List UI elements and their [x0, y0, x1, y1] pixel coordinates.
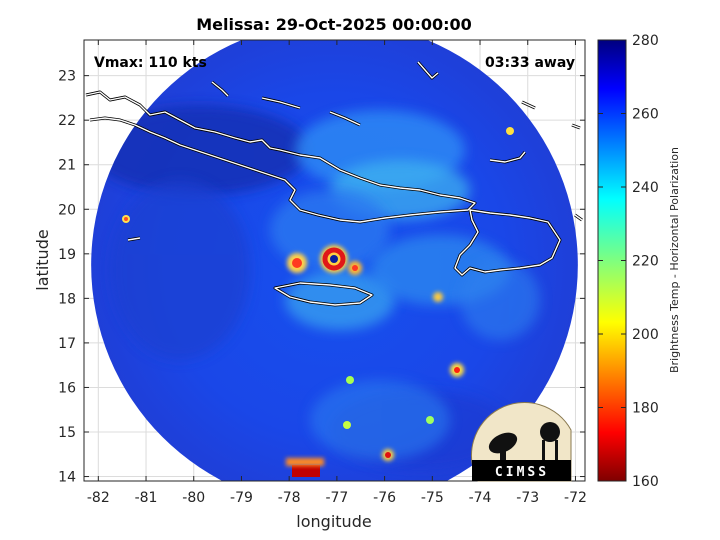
x-tick-label: -79: [230, 490, 253, 506]
rain-cell: [385, 452, 391, 458]
colorbar-tick-label: 220: [632, 254, 659, 270]
x-tick-label: -82: [87, 490, 110, 506]
x-axis-label: longitude: [296, 512, 371, 531]
logo-text: CIMSS: [495, 465, 549, 480]
y-tick-label: 17: [58, 336, 76, 352]
colorbar-tick-label: 160: [632, 474, 659, 490]
colorbar-ticks: 160 180 200 220 240 260 280: [598, 33, 659, 490]
y-tick-label: 20: [58, 202, 76, 218]
rain-cell: [346, 376, 354, 384]
axes-frame: [83, 39, 586, 482]
x-tick-label: -73: [516, 490, 539, 506]
x-tick-label: -81: [135, 490, 158, 506]
y-axis-label: latitude: [33, 229, 52, 290]
rain-cell: [124, 217, 128, 221]
rain-cell: [426, 416, 434, 424]
cloud-band: [460, 260, 540, 340]
colorbar-tick-label: 280: [632, 33, 659, 49]
x-tick-label: -75: [421, 490, 444, 506]
swath-image: [85, 40, 583, 481]
vmax-label: Vmax: 110 kts: [94, 55, 207, 71]
water-tower-icon: [540, 422, 560, 442]
y-tick-label: 18: [58, 291, 76, 307]
colorbar-tick-label: 200: [632, 327, 659, 343]
colorbar-tick-label: 260: [632, 107, 659, 123]
x-tick-label: -74: [469, 490, 492, 506]
rain-cell: [433, 292, 443, 302]
y-tick-label: 21: [58, 158, 76, 174]
dark-zone: [110, 180, 250, 360]
x-tick-label: -77: [325, 490, 348, 506]
y-axis: 14 15 16 17 18 19 20 21 22 23: [58, 69, 585, 486]
eyewall: [322, 247, 346, 271]
x-tick-label: -72: [564, 490, 587, 506]
colorbar-tick-label: 180: [632, 401, 659, 417]
dark-zone: [91, 105, 310, 195]
y-tick-label: 22: [58, 113, 76, 129]
rain-cell: [292, 465, 320, 477]
storm-eye: [330, 255, 338, 263]
rain-cell: [343, 421, 351, 429]
x-tick-label: -76: [373, 490, 396, 506]
colorbar-label: Brightness Temp - Horizontal Polarizatio…: [668, 147, 681, 373]
x-axis: -82 -81 -80 -79 -78 -77 -76 -75 -74 -73 -72: [87, 40, 587, 506]
time-offset-label: 03:33 away: [485, 55, 575, 71]
rain-cell: [286, 458, 324, 466]
chart-title: Melissa: 29-Oct-2025 00:00:00: [196, 15, 472, 34]
rain-cell: [454, 367, 460, 373]
rain-cell: [506, 127, 514, 135]
rain-cell: [352, 265, 358, 271]
y-tick-label: 14: [58, 470, 76, 486]
coastlines-white: [85, 61, 583, 306]
y-tick-label: 15: [58, 425, 76, 441]
x-tick-label: -78: [278, 490, 301, 506]
x-tick-label: -80: [182, 490, 205, 506]
cloud-band: [310, 380, 450, 460]
rain-cell: [292, 258, 302, 268]
swath-features: [91, 105, 540, 477]
colorbar-tick-label: 240: [632, 180, 659, 196]
y-tick-label: 19: [58, 247, 76, 263]
y-tick-label: 16: [58, 380, 76, 396]
satellite-dish-icon: [488, 432, 518, 454]
y-tick-label: 23: [58, 69, 76, 85]
cimss-logo: CIMSS: [471, 402, 572, 482]
